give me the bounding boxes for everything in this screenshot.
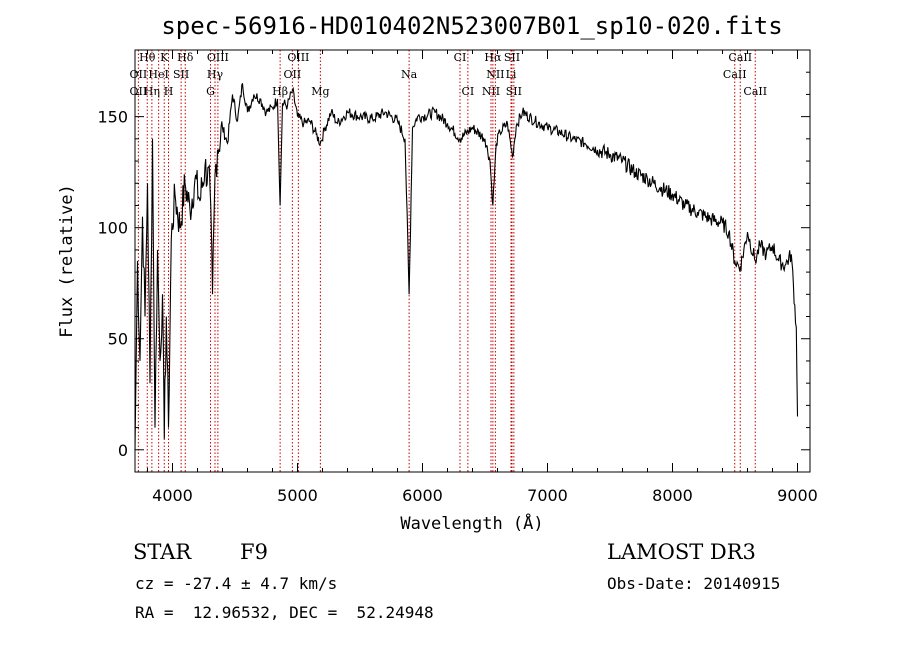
marker-label: OIII bbox=[287, 51, 309, 64]
survey-label: LAMOST DR3 bbox=[607, 540, 756, 564]
marker-label: OII bbox=[130, 68, 148, 81]
coordinates-label: RA = 12.96532, DEC = 52.24948 bbox=[135, 603, 434, 622]
chart-title: spec-56916-HD010402N523007B01_sp10-020.f… bbox=[161, 12, 782, 40]
marker-label: Hθ bbox=[139, 51, 156, 64]
y-tick-label: 50 bbox=[108, 330, 128, 349]
marker-label: Hγ bbox=[207, 68, 224, 81]
marker-label: CaII bbox=[743, 85, 767, 98]
marker-label: CaII bbox=[728, 51, 752, 64]
marker-label: CI bbox=[461, 85, 474, 98]
marker-label: H bbox=[164, 85, 174, 98]
y-tick-label: 100 bbox=[97, 219, 128, 238]
x-tick-label: 4000 bbox=[152, 486, 193, 505]
marker-label: NII bbox=[482, 85, 500, 98]
marker-label: G bbox=[206, 85, 215, 98]
x-tick-label: 7000 bbox=[527, 486, 568, 505]
marker-label: Li bbox=[506, 68, 517, 81]
class-label: STAR bbox=[133, 540, 192, 564]
marker-label: SII bbox=[504, 51, 520, 64]
marker-label: CaII bbox=[723, 68, 747, 81]
marker-label: K bbox=[160, 51, 169, 64]
x-axis: 4000 5000 6000 7000 8000 9000 bbox=[147, 50, 818, 505]
y-axis-label: Flux (relative) bbox=[57, 184, 77, 338]
x-tick-label: 8000 bbox=[652, 486, 693, 505]
obs-date-label: Obs-Date: 20140915 bbox=[607, 574, 781, 593]
marker-label: Hα bbox=[484, 51, 502, 64]
marker-label: CI bbox=[454, 51, 467, 64]
marker-lines bbox=[137, 50, 756, 472]
x-tick-label: 5000 bbox=[277, 486, 318, 505]
marker-label: Na bbox=[401, 68, 418, 81]
y-axis: 0 50 100 150 bbox=[97, 49, 810, 473]
marker-label: HeI bbox=[148, 68, 168, 81]
marker-label: SII bbox=[173, 68, 189, 81]
marker-label: SII bbox=[506, 85, 522, 98]
plot-frame bbox=[134, 49, 811, 473]
spectrum-line bbox=[134, 83, 799, 450]
x-tick-label: 9000 bbox=[777, 486, 818, 505]
x-axis-label: Wavelength (Å) bbox=[400, 512, 543, 534]
marker-label: Hη bbox=[144, 85, 160, 98]
y-tick-label: 0 bbox=[118, 441, 128, 460]
marker-label: NII bbox=[486, 68, 504, 81]
subclass-label: F9 bbox=[240, 540, 268, 564]
marker-label: Hβ bbox=[272, 85, 288, 98]
marker-label: OII bbox=[130, 85, 148, 98]
marker-label: Mg bbox=[311, 85, 329, 98]
x-tick-label: 6000 bbox=[402, 486, 443, 505]
redshift-label: cz = -27.4 ± 4.7 km/s bbox=[135, 574, 338, 593]
marker-label: Hδ bbox=[177, 51, 194, 64]
marker-label: OIII bbox=[207, 51, 229, 64]
y-tick-label: 150 bbox=[97, 108, 128, 127]
marker-label: OII bbox=[284, 68, 302, 81]
